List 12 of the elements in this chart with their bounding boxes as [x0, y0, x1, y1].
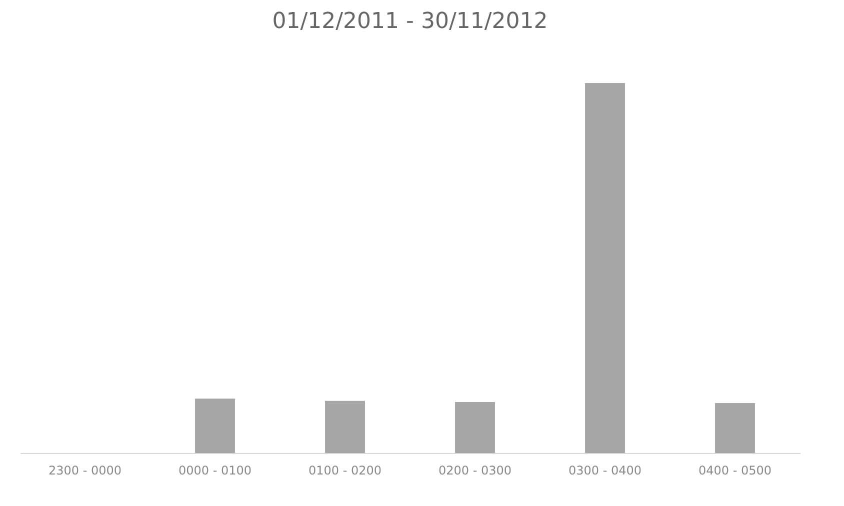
- bar: [325, 400, 365, 453]
- x-tick-label: 0300 - 0400: [568, 464, 642, 478]
- x-tick-label: 2300 - 0000: [48, 464, 122, 478]
- x-tick-label: 0400 - 0500: [698, 464, 772, 478]
- bar: [455, 402, 495, 453]
- chart-title: 01/12/2011 - 30/11/2012: [272, 9, 548, 34]
- x-tick-label: 0100 - 0200: [308, 464, 382, 478]
- bar: [195, 398, 235, 453]
- x-tick-label: 0200 - 0300: [438, 464, 512, 478]
- bar: [585, 83, 625, 453]
- bar: [715, 403, 755, 453]
- x-tick-label: 0000 - 0100: [178, 464, 252, 478]
